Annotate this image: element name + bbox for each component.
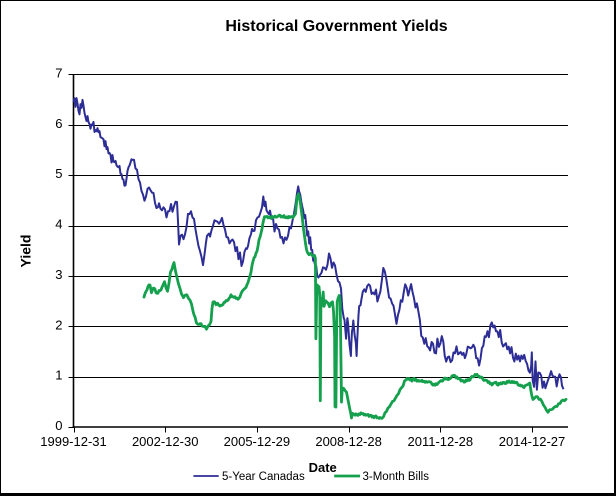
svg-text:Date: Date: [309, 460, 337, 475]
svg-text:Yield: Yield: [18, 235, 34, 268]
svg-text:3: 3: [55, 267, 62, 282]
svg-text:2: 2: [55, 317, 62, 332]
svg-text:2014-12-27: 2014-12-27: [499, 434, 566, 449]
svg-text:6: 6: [55, 116, 62, 131]
svg-text:1999-12-31: 1999-12-31: [40, 434, 107, 449]
svg-text:0: 0: [55, 418, 62, 433]
svg-text:7: 7: [55, 66, 62, 81]
svg-text:3-Month Bills: 3-Month Bills: [363, 471, 430, 483]
svg-text:2008-12-28: 2008-12-28: [315, 434, 382, 449]
svg-text:5: 5: [55, 166, 62, 181]
svg-text:2005-12-29: 2005-12-29: [224, 434, 291, 449]
svg-text:5-Year Canadas: 5-Year Canadas: [222, 471, 305, 483]
svg-text:2002-12-30: 2002-12-30: [132, 434, 199, 449]
svg-text:4: 4: [55, 217, 62, 232]
svg-text:Historical Government Yields: Historical Government Yields: [225, 18, 447, 35]
svg-text:1: 1: [55, 368, 62, 383]
svg-text:2011-12-28: 2011-12-28: [408, 434, 474, 449]
